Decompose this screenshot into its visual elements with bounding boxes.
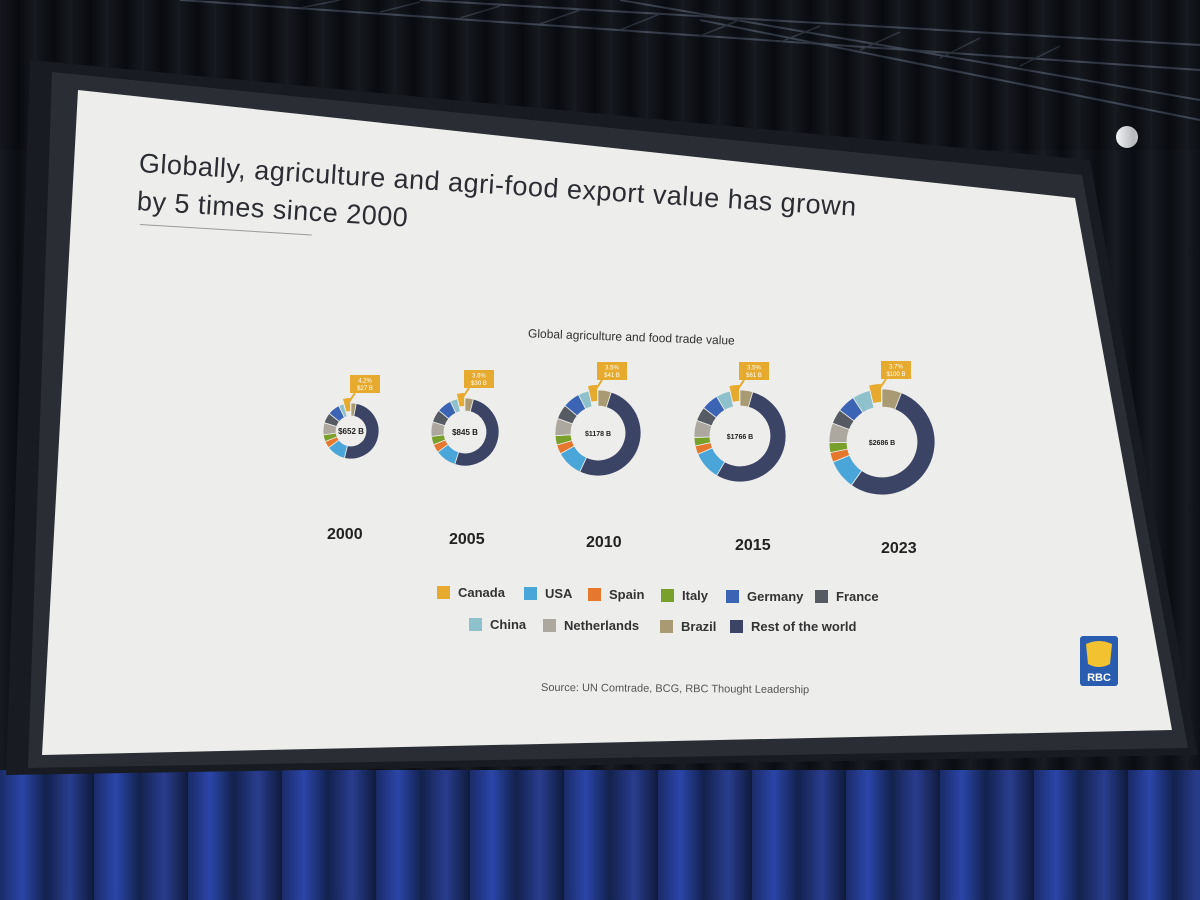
legend-item-france: France (815, 589, 879, 604)
donut-total-label-2015: $1766 B (727, 434, 753, 441)
blue-curtain (0, 770, 1200, 900)
legend-item-germany: Germany (726, 589, 803, 604)
canada-callout-pct-2000: 4.2% (358, 379, 372, 385)
canada-callout-value-2005: $30 B (471, 381, 487, 387)
legend-swatch (661, 589, 674, 602)
donut-2010: $1178 B 3.5%$41 B (554, 362, 642, 477)
legend-item-spain: Spain (588, 587, 644, 602)
slice-rest-of-the-world-2005 (454, 398, 500, 467)
canada-callout-box-2023 (881, 361, 911, 379)
canada-callout-box-2015 (739, 362, 769, 380)
canada-callout-box-2000 (350, 375, 380, 393)
legend-label: Brazil (681, 619, 717, 634)
legend-swatch (543, 619, 556, 632)
source-note: Source: UN Comtrade, BCG, RBC Thought Le… (540, 681, 810, 697)
legend-label: Germany (747, 589, 804, 604)
slice-rest-of-the-world-2010 (579, 391, 642, 477)
canada-callout-leader-2000 (346, 392, 356, 406)
slice-china-2005 (449, 398, 461, 414)
legend-item-italy: Italy (661, 588, 708, 603)
legend-item-netherlands: Netherlands (543, 618, 639, 633)
legend-swatch (726, 590, 739, 603)
legend-label: Netherlands (564, 618, 640, 633)
legend-label: China (490, 617, 527, 632)
canada-callout-box-2010 (597, 362, 627, 380)
canada-callout-value-2000: $27 B (357, 386, 373, 392)
legend-item-canada: Canada (437, 585, 505, 600)
slice-rest-of-the-world-2000 (343, 403, 380, 460)
canada-callout-leader-2010 (593, 379, 603, 393)
legend-label: Rest of the world (751, 619, 857, 634)
legend-label: Canada (458, 585, 505, 600)
canada-callout-value-2010: $41 B (604, 373, 620, 379)
donut-total-label-2010: $1178 B (585, 431, 611, 438)
year-label-2000: 2000 (327, 526, 363, 543)
donut-2005: $845 B 3.6%$30 B (430, 370, 500, 467)
legend-item-china: China (469, 617, 526, 632)
slice-china-2023 (852, 389, 875, 414)
donut-2015: $1766 B 3.5%$61 B (693, 362, 787, 483)
donut-2000: $652 B 4.2%$27 B (322, 375, 380, 460)
canada-callout-pct-2023: 3.7% (889, 365, 903, 371)
legend-item-rest-of-world: Rest of the world (730, 619, 856, 634)
donut-total-label-2023: $2686 B (869, 440, 895, 447)
stage-light-icon (1116, 126, 1138, 148)
legend-swatch (660, 620, 673, 633)
canada-callout-leader-2023 (877, 378, 887, 392)
donut-total-label-2005: $845 B (452, 428, 478, 437)
legend-swatch (437, 586, 450, 599)
legend-swatch (469, 618, 482, 631)
legend-swatch (588, 588, 601, 601)
slice-china-2010 (577, 390, 593, 410)
year-label-2015: 2015 (735, 537, 771, 554)
slice-rest-of-the-world-2023 (850, 392, 936, 496)
canada-callout-pct-2005: 3.6% (472, 374, 486, 380)
year-label-2023: 2023 (881, 540, 917, 557)
canada-callout-value-2015: $61 B (746, 373, 762, 379)
legend-item-brazil: Brazil (660, 619, 716, 634)
legend-swatch (815, 590, 828, 603)
slice-rest-of-the-world-2015 (716, 391, 787, 483)
canada-callout-pct-2015: 3.5% (747, 366, 761, 372)
legend-item-usa: USA (524, 586, 572, 601)
slice-china-2015 (716, 390, 734, 411)
slice-canada-2023 (869, 384, 882, 403)
legend-label: France (836, 589, 879, 604)
slice-china-2000 (338, 403, 348, 419)
year-label-2005: 2005 (449, 531, 485, 548)
donut-2023: $2686 B 3.7%$100 B (828, 361, 936, 496)
donut-total-label-2000: $652 B (338, 427, 364, 436)
rbc-logo: RBC (1080, 636, 1118, 686)
legend-label: Spain (609, 587, 645, 602)
legend-swatch (524, 587, 537, 600)
canada-callout-box-2005 (464, 370, 494, 388)
legend-label: USA (545, 586, 573, 601)
canada-callout-pct-2010: 3.5% (605, 366, 619, 372)
year-label-2010: 2010 (586, 534, 622, 551)
canada-callout-value-2023: $100 B (886, 372, 905, 378)
legend-label: Italy (682, 588, 709, 603)
canada-callout-leader-2005 (460, 387, 470, 401)
rbc-logo-text: RBC (1087, 672, 1111, 684)
legend-swatch (730, 620, 743, 633)
canada-callout-leader-2015 (735, 379, 745, 393)
